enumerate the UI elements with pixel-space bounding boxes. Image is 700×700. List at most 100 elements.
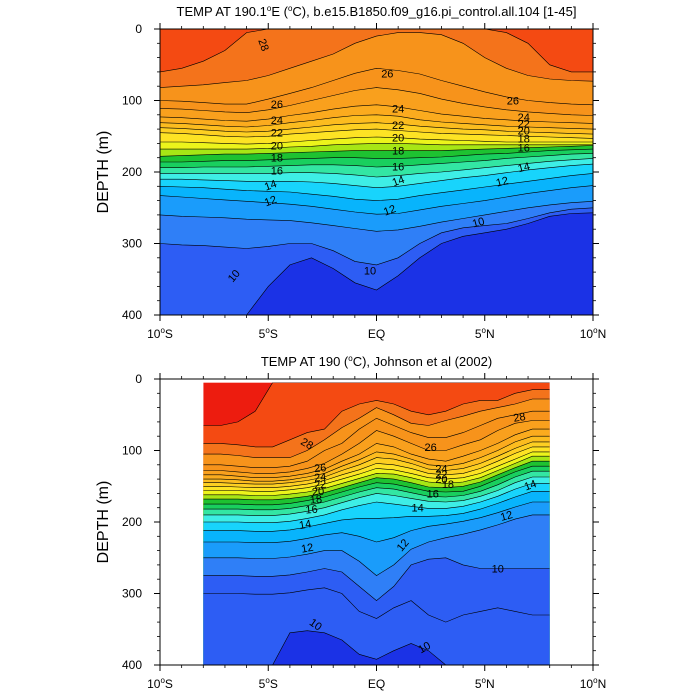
- y-tick-label: 200: [122, 165, 142, 179]
- contour-label: 28: [512, 411, 526, 425]
- contour-label: 24: [314, 471, 327, 484]
- isotherm-line: [203, 455, 550, 496]
- contour-label: 10: [471, 216, 486, 231]
- y-tick-label: 300: [122, 587, 142, 601]
- contour-label: 20: [392, 133, 404, 145]
- isotherm-line: [160, 87, 593, 116]
- contour-label: 16: [518, 143, 530, 155]
- isotherm-line: [160, 153, 593, 168]
- contour-label: 14: [517, 161, 532, 176]
- contour-label: 26: [314, 462, 327, 475]
- isotherm-line: [160, 143, 593, 150]
- isotherm-line: [203, 483, 550, 523]
- contour-label: 24: [271, 115, 283, 127]
- x-tick-label: 10oN: [580, 326, 606, 341]
- temp-band-9-5: [160, 212, 593, 315]
- contour-label: 20: [271, 141, 283, 153]
- isotherm-line: [203, 451, 550, 492]
- y-tick-label: 400: [122, 658, 142, 672]
- isotherm-line: [160, 163, 593, 189]
- y-tick-label: 100: [122, 94, 142, 108]
- contour-label: 18: [309, 494, 322, 507]
- isotherm-line: [160, 32, 593, 88]
- contour-label: 10: [364, 266, 376, 278]
- contour-label: 20: [518, 126, 530, 138]
- contour-label: 22: [392, 120, 404, 132]
- contour-label: 26: [381, 68, 393, 80]
- contour-label: 24: [392, 103, 404, 115]
- y-tick-label: 0: [135, 22, 142, 36]
- contour-field: [203, 382, 550, 665]
- x-tick-label: EQ: [368, 677, 385, 691]
- contour-label: 12: [382, 203, 398, 218]
- x-tick-label: 5oS: [259, 326, 278, 341]
- contour-label: 12: [495, 175, 510, 190]
- isotherm-line: [203, 410, 550, 468]
- x-tick-label: EQ: [368, 327, 385, 341]
- y-tick-label: 200: [122, 515, 142, 529]
- isotherm-line: [203, 476, 550, 516]
- contour-label: 18: [518, 133, 530, 145]
- contour-label: 24: [435, 463, 447, 475]
- isotherm-line: [160, 145, 593, 157]
- isotherm-line: [203, 514, 550, 576]
- isotherm-line: [203, 465, 550, 506]
- contour-field: [160, 29, 593, 315]
- isotherm-line: [160, 136, 593, 145]
- isotherm-line: [203, 630, 550, 665]
- isotherm-line: [203, 398, 550, 458]
- x-tick-label: 10oN: [580, 676, 606, 691]
- contour-label: 18: [392, 146, 404, 158]
- contour-label: 24: [518, 112, 530, 124]
- y-tick-label: 0: [135, 372, 142, 386]
- isotherm-line: [160, 29, 593, 73]
- contour-label: 10: [416, 640, 433, 657]
- isotherm-line: [203, 428, 550, 478]
- contour-label: 16: [427, 488, 439, 500]
- x-tick-label: 5oN: [475, 676, 495, 691]
- y-axis-label: DEPTH (m): [95, 131, 112, 214]
- contour-label: 20: [312, 486, 325, 499]
- axes: 0 100 200 300 400 10oS 5oS EQ 5oN 10oN: [122, 372, 606, 691]
- isotherm-line: [203, 446, 550, 488]
- isotherm-line: [203, 501, 550, 543]
- x-tick-label: 10oS: [147, 676, 173, 691]
- contour-label: 22: [518, 118, 530, 130]
- contour-label: 22: [271, 128, 283, 140]
- axes: 0 100 200 300 400 10oS 5oS EQ 5oN 10oN: [122, 22, 606, 341]
- y-tick-label: 400: [122, 308, 142, 322]
- y-tick-label: 100: [122, 444, 142, 458]
- contour-label: 18: [442, 479, 454, 491]
- isotherm-line: [203, 491, 550, 532]
- contour-label: 14: [412, 503, 424, 515]
- y-axis-label: DEPTH (m): [95, 481, 112, 564]
- isotherm-line: [160, 212, 593, 315]
- y-tick-label: 300: [122, 237, 142, 251]
- contour-label: 14: [523, 478, 539, 493]
- isotherm-line: [203, 557, 550, 601]
- contour-label: 28: [255, 37, 270, 53]
- contour-label: 18: [271, 153, 283, 165]
- contour-label: 14: [263, 178, 279, 193]
- isotherm-line: [203, 441, 550, 485]
- isotherm-line: [160, 104, 593, 124]
- contour-label: 14: [391, 174, 407, 189]
- contour-label: 26: [425, 442, 437, 454]
- contour-label: 20: [435, 474, 447, 486]
- x-tick-label: 5oN: [475, 326, 495, 341]
- contour-label: 10: [307, 617, 324, 634]
- isotherm-line: [160, 128, 593, 139]
- contour-label: 12: [499, 509, 514, 524]
- contour-label: 22: [314, 479, 327, 492]
- contour-label: 14: [298, 518, 312, 532]
- chart-title: TEMP AT 190.1oE (oC), b.e15.B1850.f09_g1…: [177, 4, 577, 19]
- contour-label: 22: [435, 469, 447, 481]
- isotherm-line: [160, 173, 593, 201]
- x-tick-label: 5oS: [259, 676, 278, 691]
- isotherm-line: [160, 158, 593, 178]
- chart-title: TEMP AT 190 (oC), Johnson et al (2002): [261, 354, 492, 369]
- contour-label: 16: [271, 166, 283, 178]
